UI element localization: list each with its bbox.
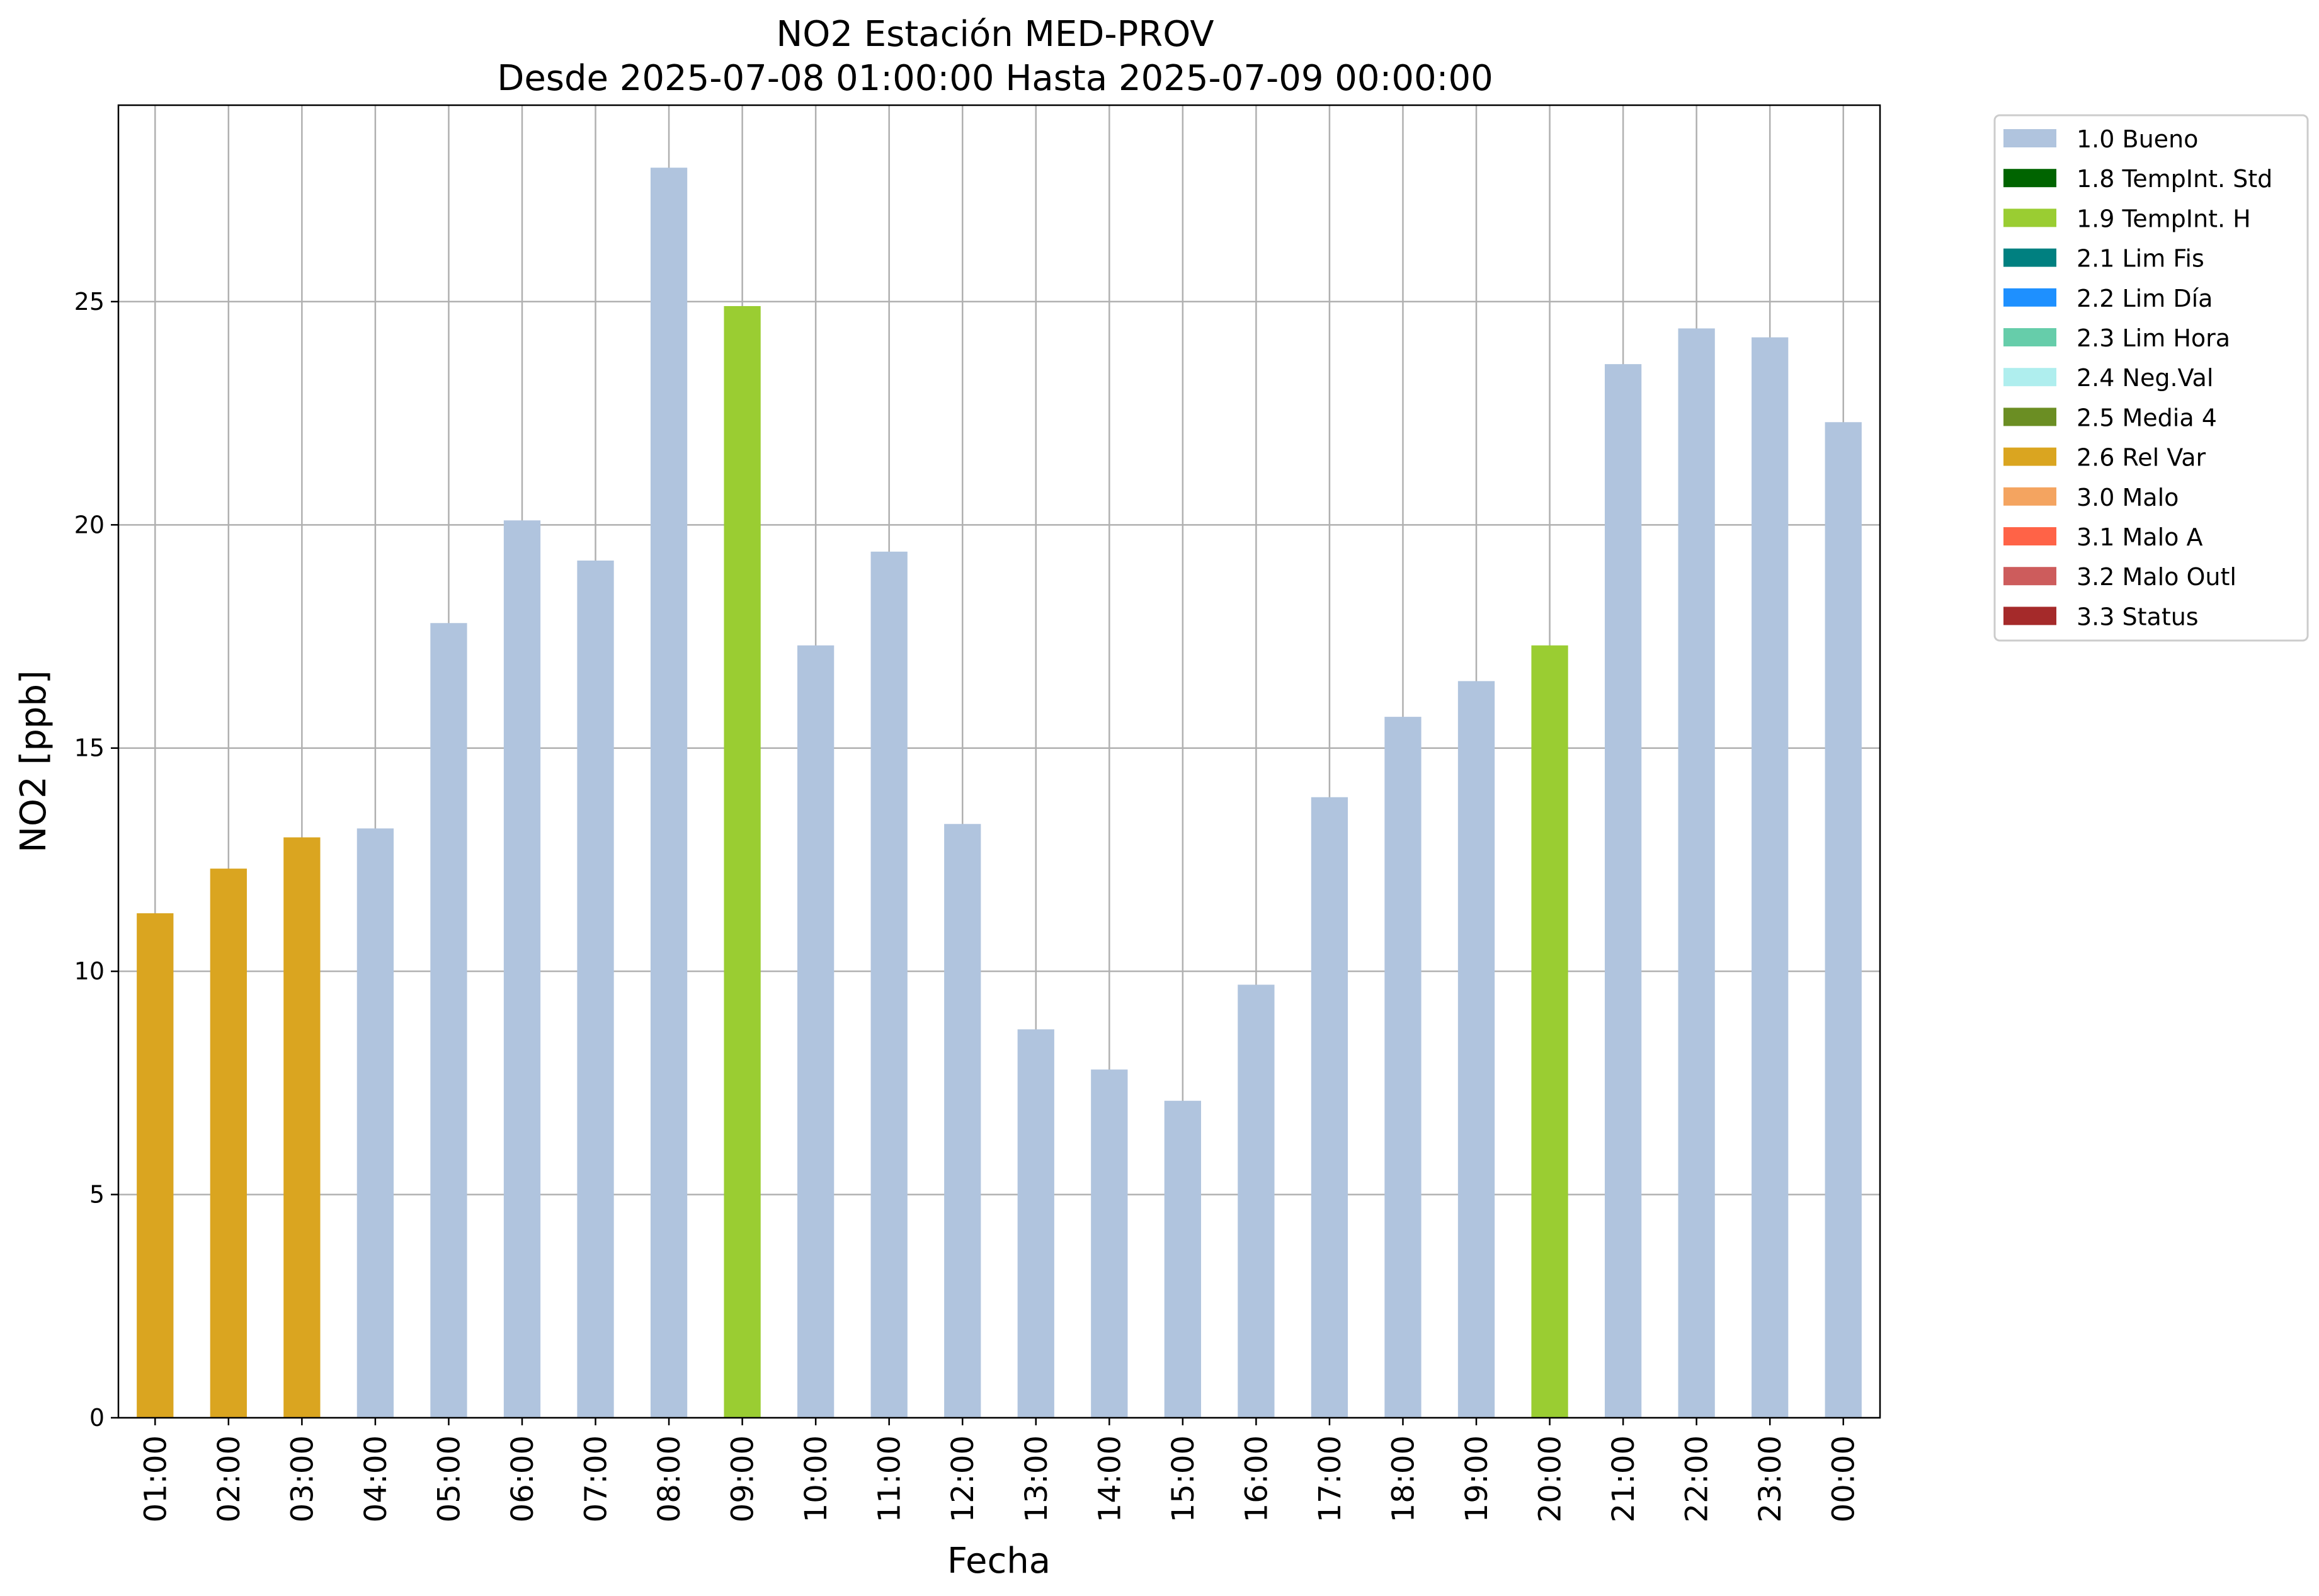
bar [1531, 645, 1568, 1418]
y-tick-label: 20 [74, 511, 105, 539]
x-tick-label: 00:00 [1826, 1435, 1862, 1522]
legend-label: 2.4 Neg.Val [2077, 364, 2213, 392]
bar [577, 561, 614, 1418]
bar [1311, 797, 1348, 1418]
legend-label: 2.3 Lim Hora [2077, 324, 2230, 352]
x-tick-label: 21:00 [1606, 1435, 1641, 1522]
x-tick-label: 11:00 [872, 1435, 908, 1522]
x-tick-label: 05:00 [431, 1435, 467, 1522]
legend-label: 2.2 Lim Día [2077, 285, 2213, 312]
bar [1457, 681, 1495, 1418]
x-tick-label: 03:00 [285, 1435, 320, 1522]
y-tick-label: 0 [89, 1404, 105, 1432]
y-tick-label: 5 [89, 1181, 105, 1209]
legend-swatch [2003, 129, 2056, 147]
legend-label: 1.0 Bueno [2077, 125, 2198, 153]
bar [870, 551, 908, 1418]
y-tick-label: 10 [74, 957, 105, 985]
legend-swatch [2003, 368, 2056, 387]
bar [724, 305, 761, 1418]
legend-swatch [2003, 248, 2056, 267]
legend-swatch [2003, 169, 2056, 188]
legend: 1.0 Bueno 1.8 TempInt. Std 1.9 TempInt. H 2… [1993, 114, 2309, 642]
x-tick-label: 20:00 [1533, 1435, 1568, 1522]
bar [1238, 984, 1275, 1418]
legend-label: 2.5 Media 4 [2077, 404, 2217, 431]
legend-swatch [2003, 447, 2056, 466]
y-axis-label: NO2 [ppb] [13, 670, 54, 853]
x-axis-label: Fecha [947, 1541, 1051, 1582]
bar [1752, 337, 1789, 1418]
x-tick-label: 16:00 [1239, 1435, 1274, 1522]
x-tick-label: 08:00 [652, 1435, 687, 1522]
bar [503, 520, 541, 1418]
bar [944, 824, 981, 1418]
legend-swatch [2003, 527, 2056, 545]
plot-frame [117, 104, 1881, 1419]
legend-label: 3.1 Malo A [2077, 523, 2202, 551]
x-tick-label: 19:00 [1459, 1435, 1495, 1522]
bar [137, 913, 174, 1418]
legend-swatch [2003, 288, 2056, 307]
chart-title: NO2 Estación MED-PROV [776, 14, 1214, 55]
x-tick-label: 04:00 [358, 1435, 394, 1522]
legend-swatch [2003, 408, 2056, 426]
bar [1678, 328, 1715, 1418]
legend-label: 2.6 Rel Var [2077, 444, 2206, 472]
bar [1604, 364, 1642, 1418]
bar [1825, 422, 1862, 1418]
x-tick-label: 07:00 [579, 1435, 614, 1522]
legend-swatch [2003, 607, 2056, 625]
y-tick-label: 15 [74, 734, 105, 762]
x-tick-label: 22:00 [1680, 1435, 1715, 1522]
bar [356, 828, 394, 1418]
x-tick-label: 15:00 [1166, 1435, 1201, 1522]
legend-swatch [2003, 208, 2056, 227]
bar [1164, 1100, 1201, 1418]
y-tick-label: 25 [74, 288, 105, 316]
bar [430, 623, 467, 1418]
bar [1384, 717, 1422, 1418]
bar [1091, 1069, 1128, 1418]
chart-subtitle: Desde 2025-07-08 01:00:00 Hasta 2025-07-… [497, 58, 1493, 99]
x-tick-label: 18:00 [1386, 1435, 1421, 1522]
x-tick-label: 02:00 [212, 1435, 247, 1522]
x-tick-label: 13:00 [1019, 1435, 1054, 1522]
legend-swatch [2003, 487, 2056, 506]
x-tick-label: 10:00 [799, 1435, 834, 1522]
bar [650, 168, 688, 1418]
legend-label: 1.8 TempInt. Std [2077, 165, 2272, 193]
legend-label: 1.9 TempInt. H [2077, 205, 2251, 232]
legend-label: 3.2 Malo Outl [2077, 563, 2236, 591]
x-axis: 01:00 02:00 03:00 04:00 05:00 06:00 07:00 08:00… [138, 1418, 1862, 1522]
x-tick-label: 01:00 [138, 1435, 173, 1522]
legend-label: 3.0 Malo [2077, 484, 2179, 511]
bar [283, 837, 321, 1418]
y-axis: 0 5 10 15 20 25 [74, 288, 118, 1432]
bars [137, 168, 1862, 1418]
legend-swatch [2003, 328, 2056, 346]
x-tick-label: 06:00 [505, 1435, 540, 1522]
legend-label: 3.3 Status [2077, 603, 2199, 630]
x-tick-label: 12:00 [945, 1435, 981, 1522]
x-tick-label: 09:00 [726, 1435, 761, 1522]
x-tick-label: 17:00 [1313, 1435, 1348, 1522]
legend-box [1993, 114, 2309, 642]
x-tick-label: 14:00 [1092, 1435, 1127, 1522]
bar [797, 645, 835, 1418]
x-tick-label: 23:00 [1753, 1435, 1788, 1522]
legend-swatch [2003, 567, 2056, 586]
bar [1017, 1029, 1054, 1418]
legend-label: 2.1 Lim Fis [2077, 245, 2204, 273]
bar [210, 869, 247, 1418]
